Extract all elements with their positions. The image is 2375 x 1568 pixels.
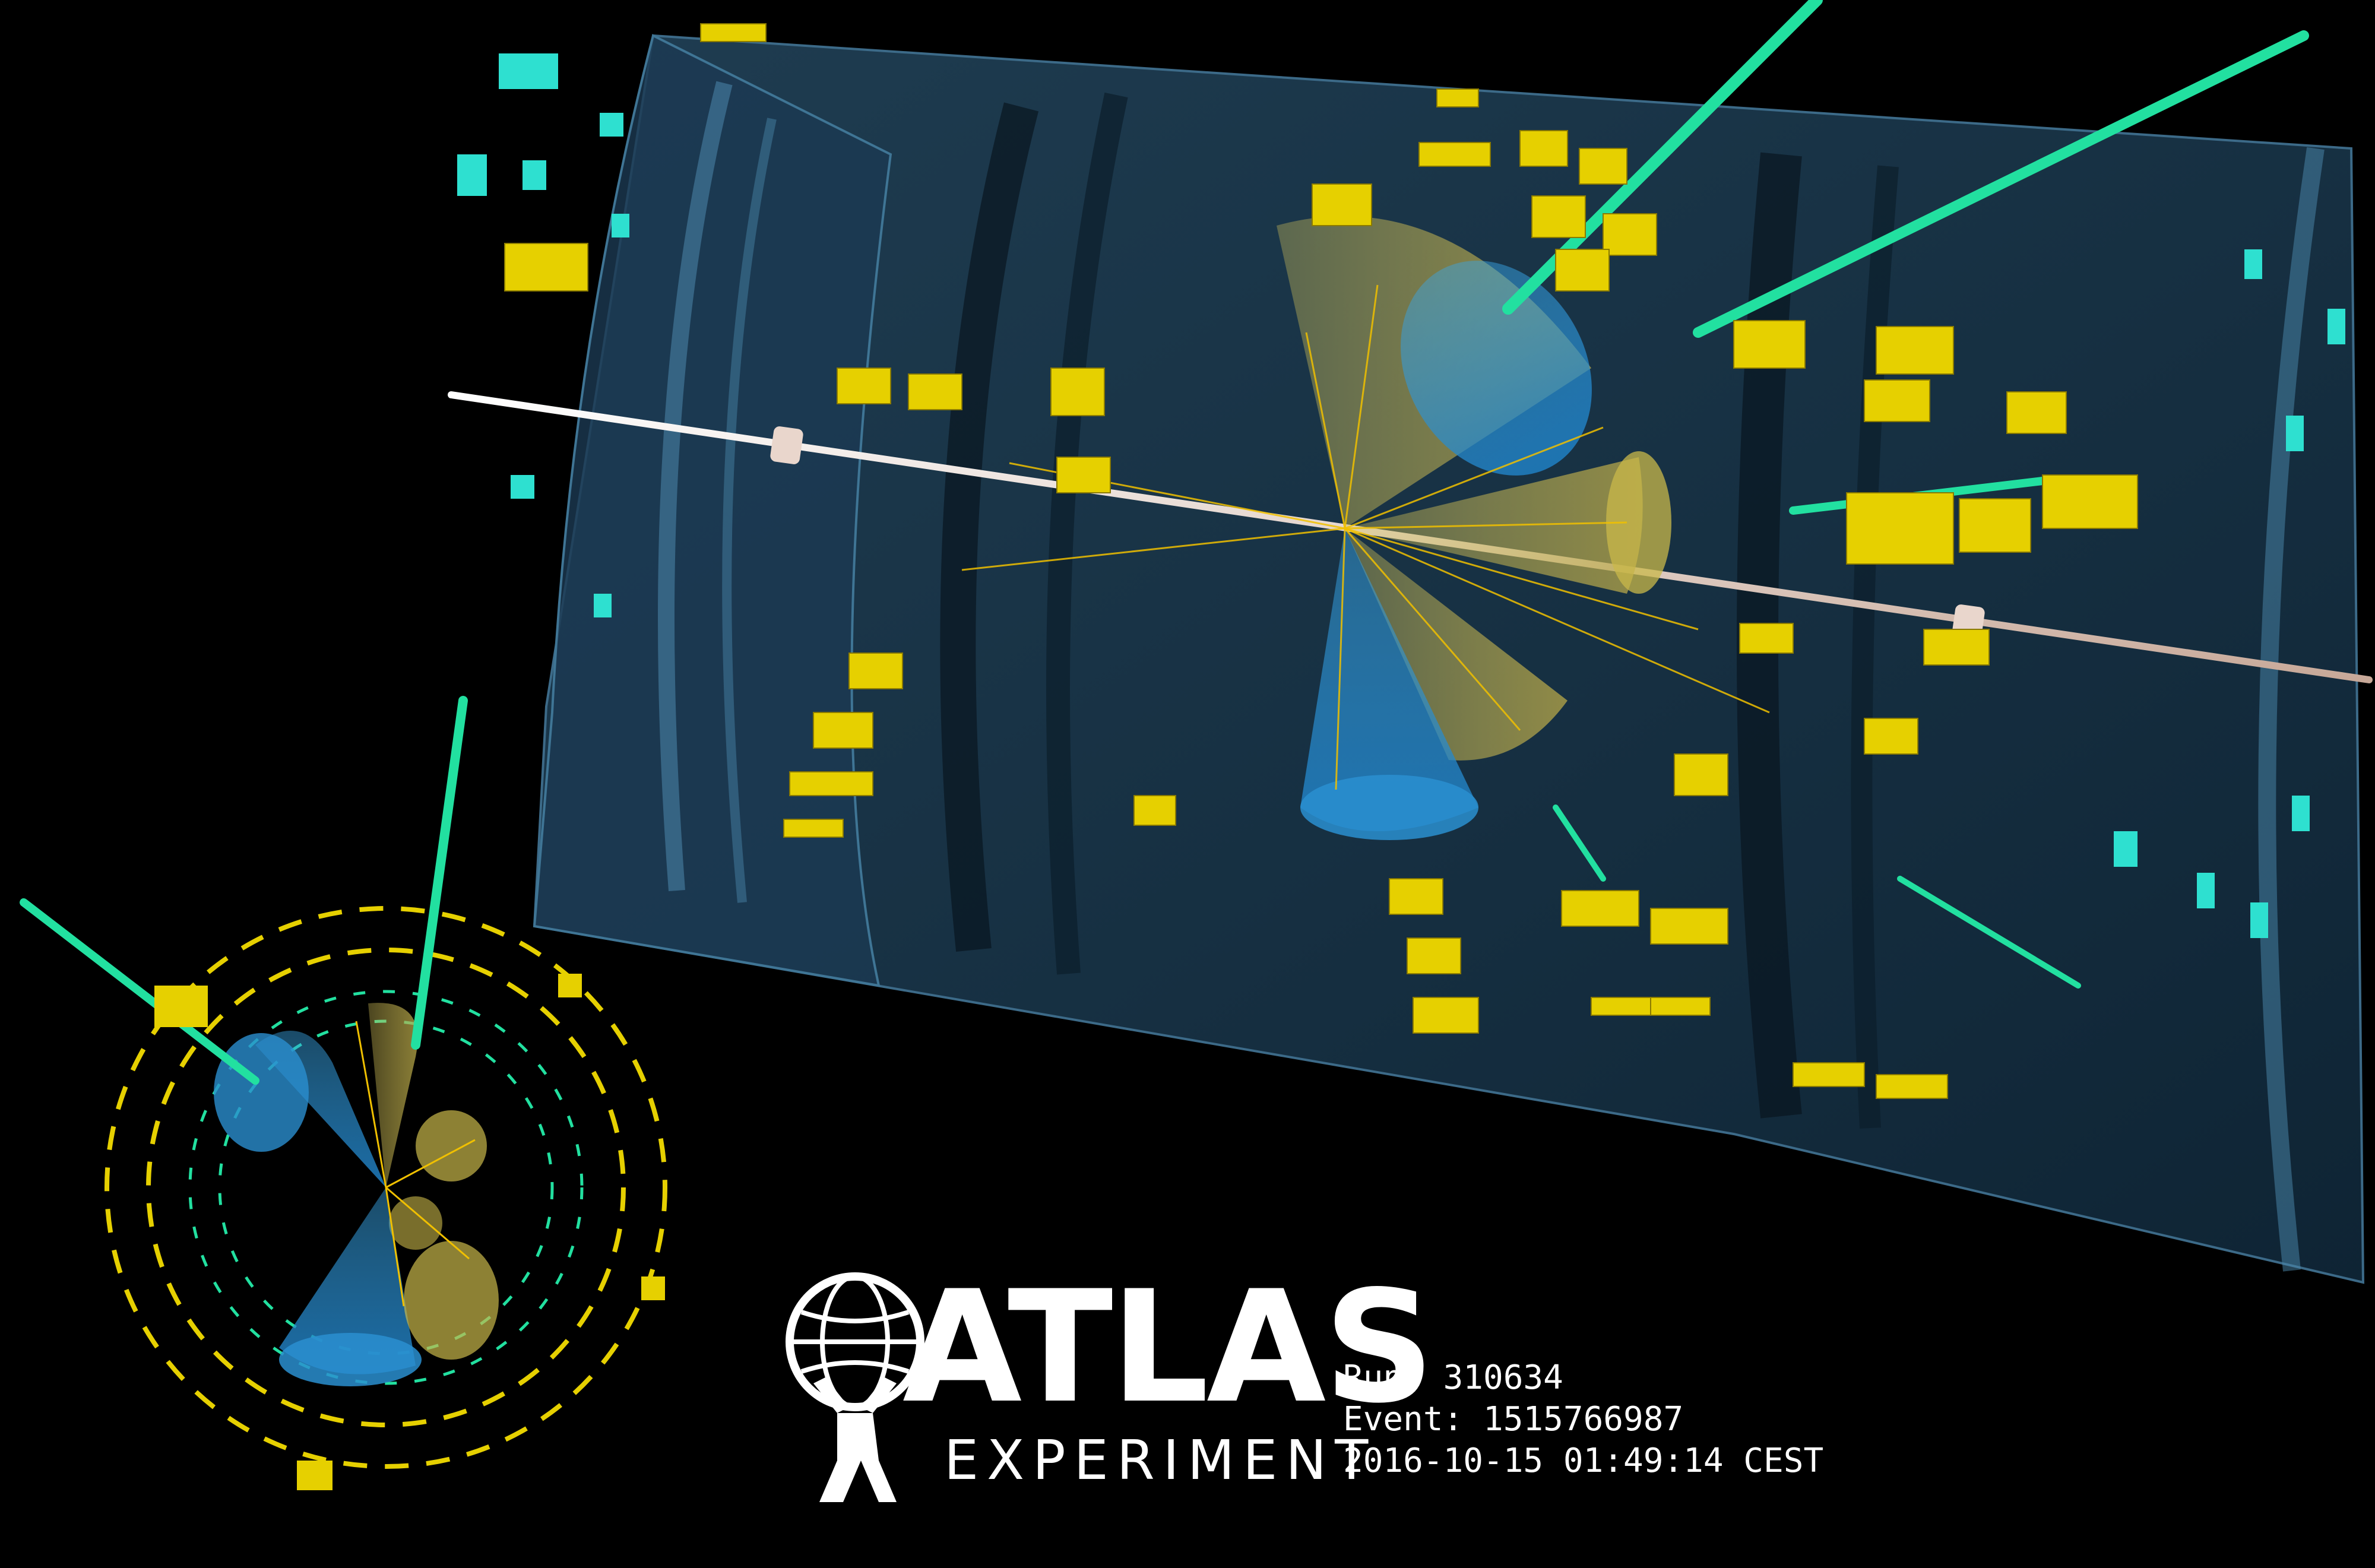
barrel-inner-ring-2 [722, 118, 777, 903]
event-datetime: 2016-10-15 01:49:14 CEST [1343, 1442, 1824, 1480]
barrel-end-ring-right [2258, 147, 2325, 1272]
barrel-inner-ring [658, 81, 733, 892]
jet-cones [961, 216, 1770, 840]
event-info: Run: 310634 Event: 1515766987 2016-10-15… [1343, 1357, 1877, 1500]
event-number: Event: 1515766987 [1343, 1400, 1684, 1439]
barrel-section-divider-4 [1851, 165, 1899, 1129]
atlas-logo-title: ATLAS [902, 1258, 1435, 1437]
transverse-view [20, 696, 667, 1490]
barrel-end-face [533, 34, 892, 987]
atlas-logo: ATLAS EXPERIMENT [778, 1265, 1435, 1502]
barrel-section-divider-1 [940, 102, 1039, 952]
atlas-logo-subtitle: EXPERIMENT [944, 1428, 1377, 1492]
atlas-logo-figure [786, 1272, 924, 1502]
run-number: Run: 310634 [1343, 1358, 1563, 1397]
calorimeter-deposits [504, 23, 2138, 1099]
barrel-section-divider-2 [1046, 92, 1128, 975]
tracker-hits [457, 53, 2345, 938]
